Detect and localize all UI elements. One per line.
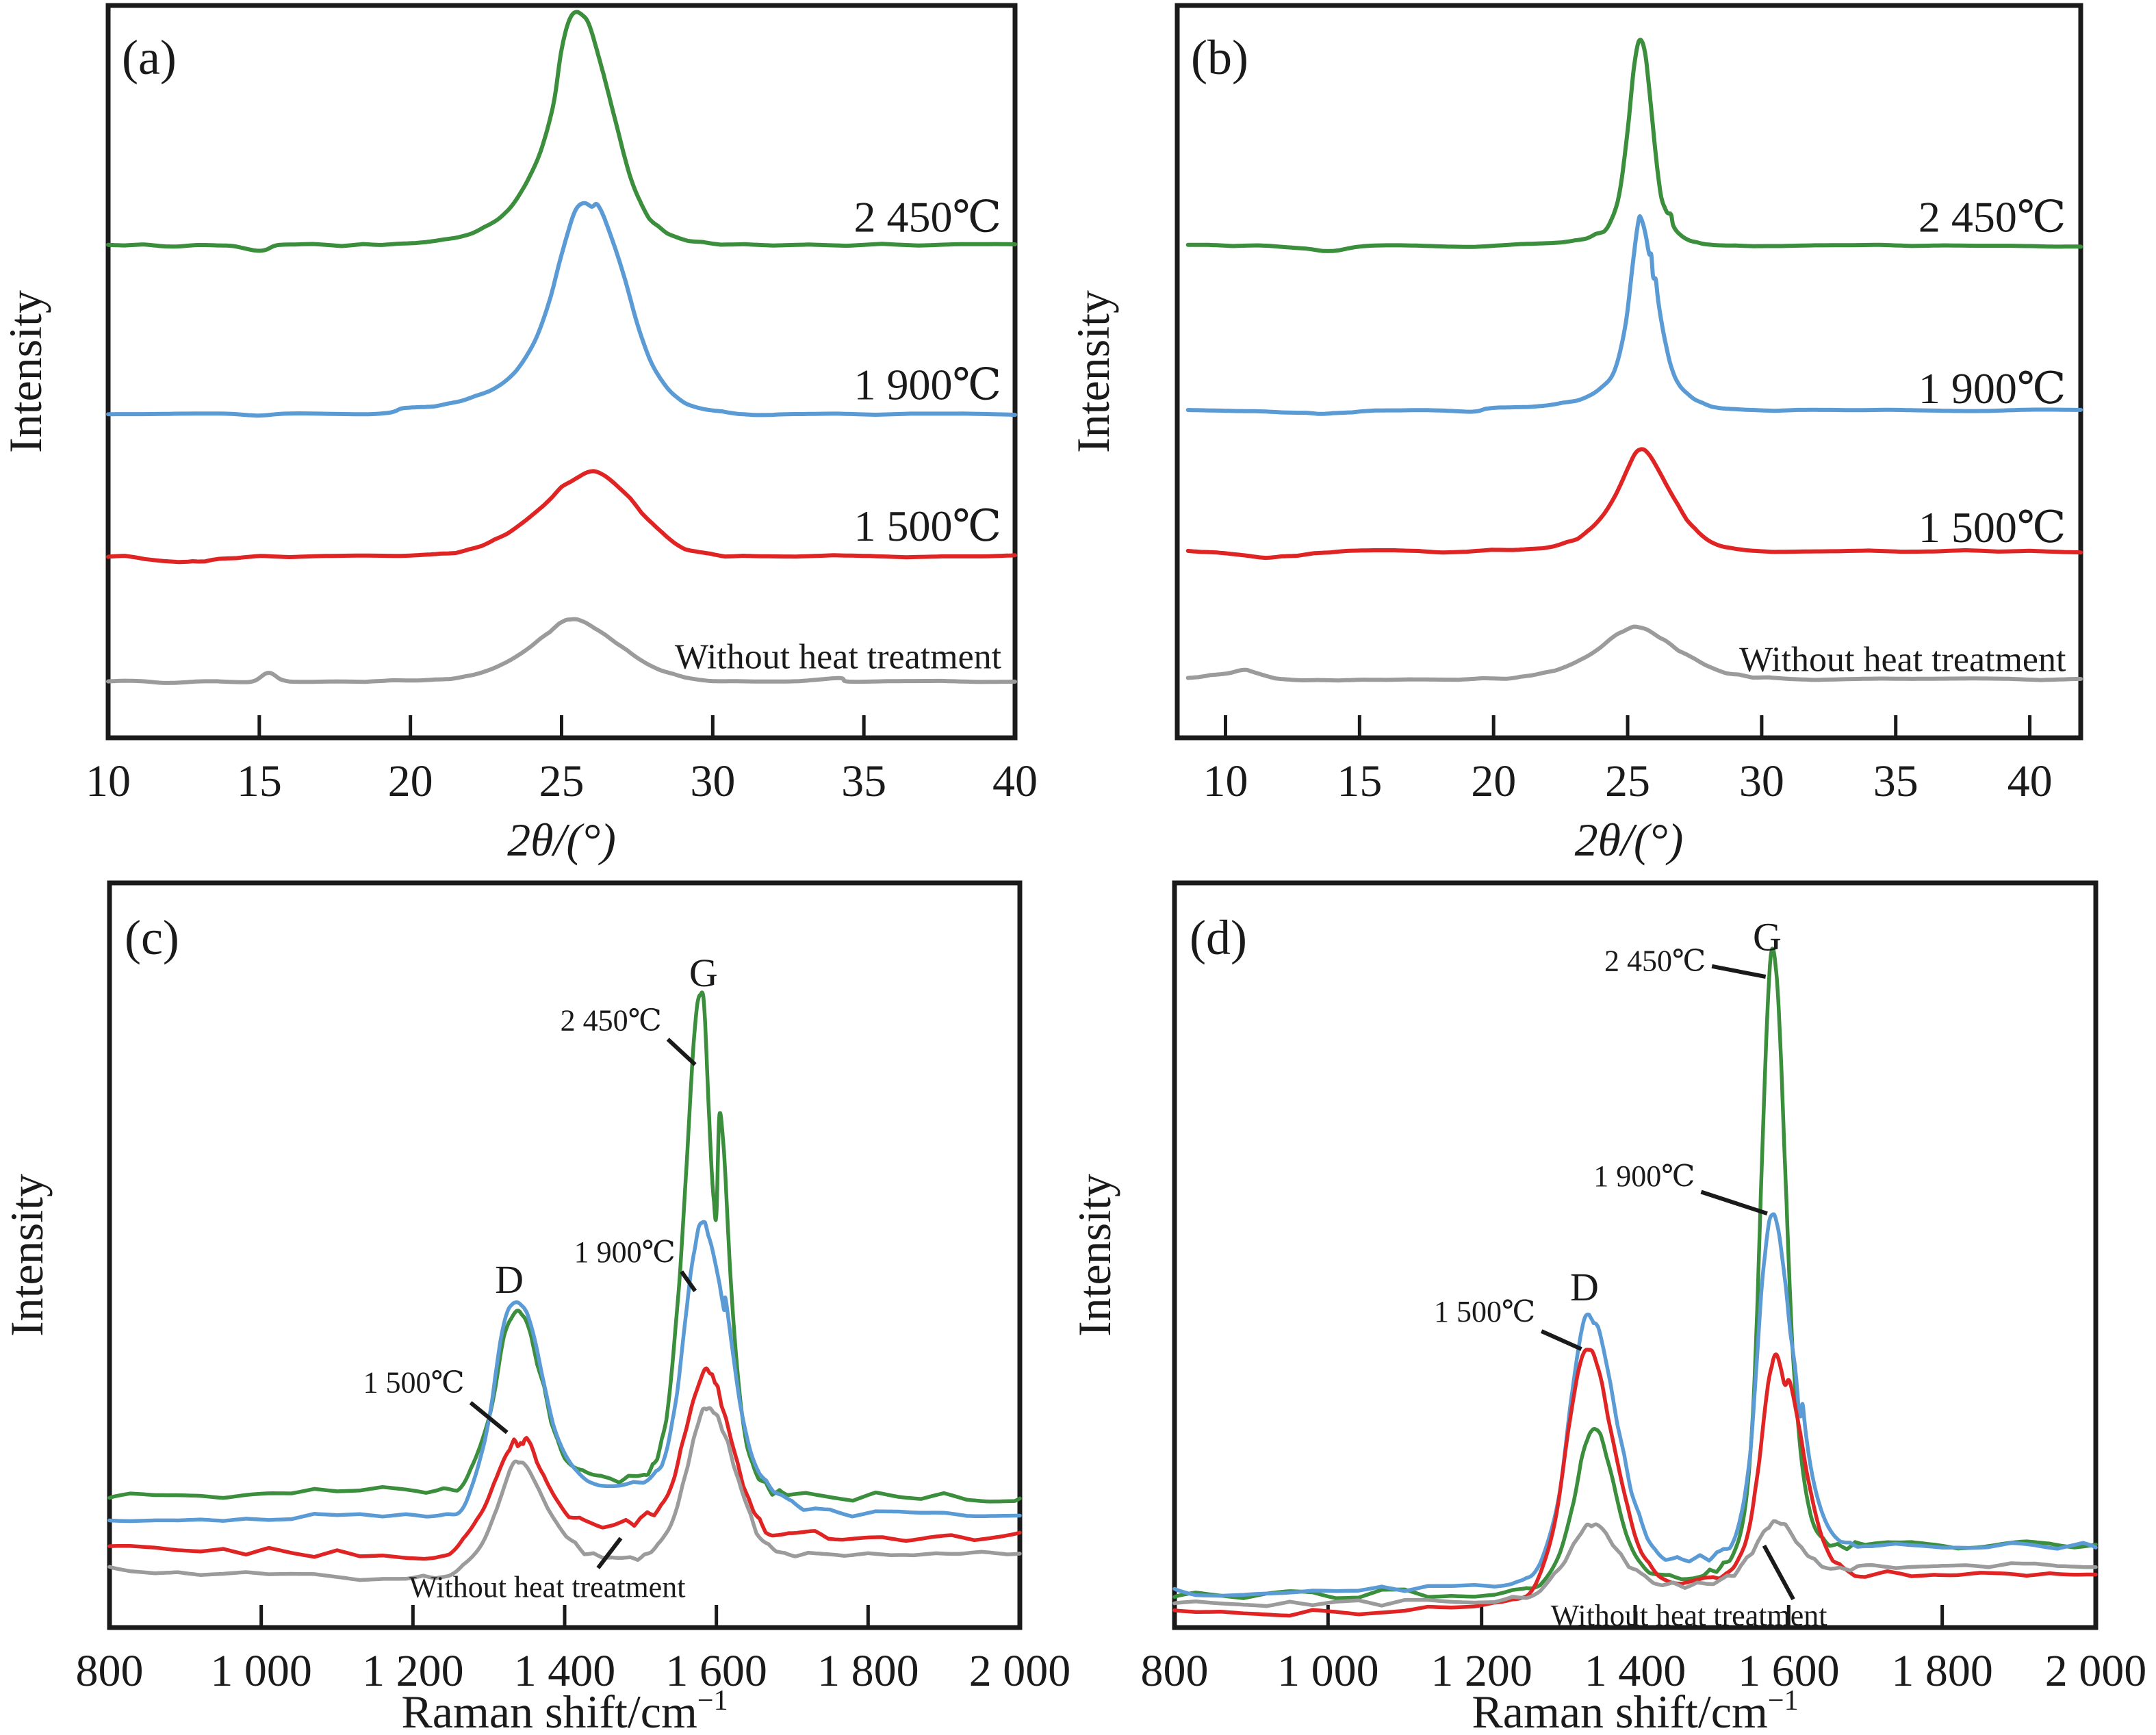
x-tick-label: 1 400 [514, 1646, 616, 1696]
curve-label: 1 500℃ [1434, 1295, 1535, 1328]
x-tick-label: 800 [76, 1646, 144, 1696]
x-axis-title: 2θ/(°) [1575, 814, 1684, 866]
curve-label: G [1753, 915, 1782, 960]
x-tick-label: 1 400 [1584, 1646, 1686, 1696]
x-tick-label: 1 600 [665, 1646, 767, 1696]
x-tick-label: 1 200 [1430, 1646, 1532, 1696]
series-t2450-line [107, 990, 1022, 1504]
curve-label: 2 450℃ [854, 193, 1002, 242]
curve-label: 1 500℃ [363, 1365, 464, 1399]
panel-a: 10 15 20 25 30 35 40 2θ/(°) Intensity (a) 2 450℃ 1 … [0, 3, 1038, 866]
y-axis-title: Intensity [1, 1174, 53, 1337]
x-tick-label: 25 [1605, 756, 1650, 806]
x-tick-label: 2 000 [969, 1646, 1071, 1696]
y-axis-title: Intensity [1067, 290, 1119, 453]
panel-letter: (b) [1191, 30, 1248, 85]
panel-b-frame [1175, 3, 2083, 741]
series-t1900-line [106, 201, 1017, 418]
x-tick-label: 2 000 [2045, 1646, 2147, 1696]
curve-label: 1 900℃ [1918, 364, 2066, 413]
x-tick-label: 35 [841, 756, 886, 806]
curve-label: 2 450℃ [1918, 193, 2066, 242]
panel-b: 10 15 20 25 30 35 40 2θ/(°) Intensity (b) 2 450℃ 1 … [1067, 3, 2083, 866]
series-t1500-line [1185, 447, 2083, 561]
curve-label: 1 900℃ [1593, 1159, 1695, 1193]
series-t1900-line [107, 1220, 1022, 1524]
curve-label: G [689, 951, 718, 995]
curve-label: Without heat treatment [1551, 1599, 1827, 1632]
x-tick-label: 40 [2007, 756, 2053, 806]
leader-line [1540, 1329, 1582, 1351]
x-tick-label: 1 800 [1891, 1646, 1993, 1696]
x-tick-label: 25 [539, 756, 585, 806]
panel-c-frame [107, 880, 1023, 1630]
x-tick-label: 1 800 [817, 1646, 919, 1696]
x-tick-label: 15 [237, 756, 282, 806]
panel-c: 800 1 000 1 200 1 400 1 600 1 800 2 000 Raman s… [1, 880, 1071, 1735]
x-tick-label: 1 200 [362, 1646, 464, 1696]
panel-letter: (d) [1190, 910, 1247, 965]
leader-line [469, 1401, 509, 1435]
series-t1500-line [107, 1366, 1022, 1561]
series-t2450-line [106, 10, 1017, 253]
panel-letter: (a) [122, 30, 177, 85]
x-tick-label: 30 [1739, 756, 1784, 806]
curve-label: 1 900℃ [574, 1235, 676, 1269]
leader-line [666, 1038, 697, 1066]
leader-line [1762, 1544, 1795, 1601]
x-axis-title: Raman shift/cm−1 [1472, 1685, 1798, 1735]
y-axis-title: Intensity [1068, 1174, 1120, 1337]
x-tick-label: 15 [1337, 756, 1382, 806]
x-tick-label: 1 000 [210, 1646, 312, 1696]
curve-label: 1 500℃ [854, 502, 1002, 550]
x-tick-label: 20 [388, 756, 433, 806]
x-tick-label: 800 [1141, 1646, 1209, 1696]
curve-label: Without heat treatment [675, 637, 1002, 676]
curve-label: D [495, 1257, 524, 1302]
panel-letter: (c) [125, 910, 179, 965]
curve-label: Without heat treatment [1739, 641, 2066, 680]
curve-label: 2 450℃ [1604, 944, 1706, 978]
leader-line [1711, 964, 1767, 979]
curve-label: 2 450℃ [561, 1004, 662, 1038]
series-untreated-line [1185, 624, 2083, 683]
x-tick-label: 35 [1873, 756, 1918, 806]
series-t1900-line [1185, 214, 2083, 416]
x-tick-label: 10 [1203, 756, 1248, 806]
x-tick-label: 20 [1471, 756, 1516, 806]
x-axis-title: 2θ/(°) [507, 814, 616, 866]
panel-d-frame [1172, 880, 2099, 1630]
x-tick-label: 1 600 [1738, 1646, 1840, 1696]
x-axis-title: Raman shift/cm−1 [401, 1685, 728, 1735]
leader-line [596, 1537, 623, 1569]
panel-a-frame [105, 3, 1018, 741]
series-t1900-line [1172, 1212, 2098, 1598]
y-axis-title: Intensity [0, 290, 51, 453]
series-untreated-line [1172, 1519, 2098, 1608]
x-tick-label: 40 [992, 756, 1038, 806]
panel-d: 800 1 000 1 200 1 400 1 600 1 800 2 000 Raman s… [1068, 880, 2147, 1735]
x-tick-label: 30 [690, 756, 735, 806]
series-t2450-line [1172, 947, 2098, 1600]
series-untreated-line [107, 1406, 1022, 1582]
curve-label: 1 500℃ [1918, 503, 2066, 552]
x-tick-label: 1 000 [1277, 1646, 1379, 1696]
curve-label: D [1570, 1265, 1599, 1309]
series-untreated-line [106, 617, 1017, 685]
leader-line [1700, 1190, 1768, 1216]
series-t1500-line [106, 469, 1017, 565]
leader-line [680, 1270, 697, 1292]
x-tick-label: 10 [86, 756, 131, 806]
curve-label: 1 900℃ [854, 361, 1002, 409]
curve-label: Without heat treatment [409, 1571, 686, 1604]
series-t2450-line [1185, 38, 2083, 253]
series-t1500-line [1172, 1348, 2098, 1618]
